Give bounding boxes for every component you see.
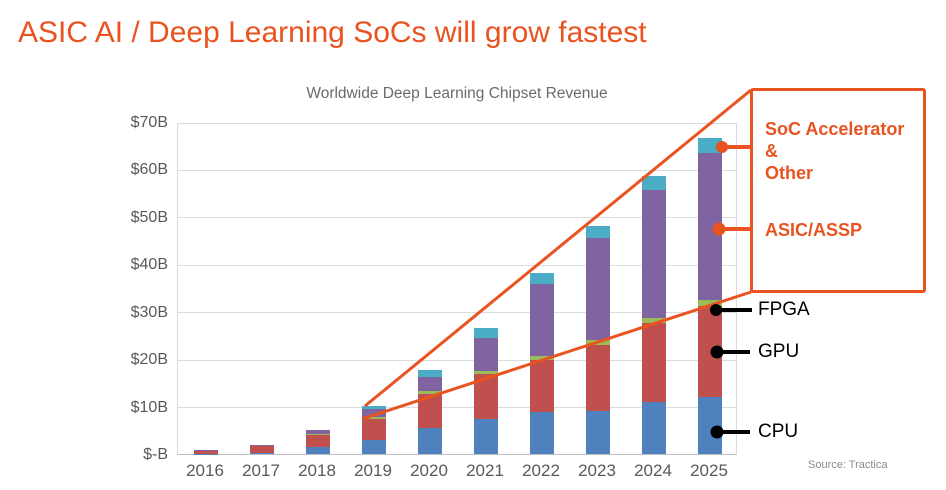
- bar-2019: [362, 405, 386, 454]
- bar-segment-soc: [698, 138, 722, 153]
- gpu-label: GPU: [758, 341, 800, 362]
- gridline: [178, 122, 736, 124]
- bar-segment-asic: [642, 190, 666, 319]
- bar-segment-cpu: [362, 439, 386, 454]
- y-axis-tick-label: $-B: [143, 446, 168, 463]
- bar-segment-asic: [362, 408, 386, 418]
- bar-segment-cpu: [698, 397, 722, 454]
- bar-segment-asic: [306, 430, 330, 435]
- x-axis-label: 2023: [578, 461, 616, 480]
- bar-segment-cpu: [306, 447, 330, 454]
- zoom-callout-box: SoC Accelerator & Other ASIC/ASSP: [750, 88, 926, 293]
- bar-segment-soc: [530, 273, 554, 285]
- bar-segment-gpu: [194, 451, 218, 454]
- bar-segment-soc: [474, 328, 498, 339]
- bar-segment-cpu: [250, 452, 274, 454]
- x-axis-label: 2016: [186, 461, 224, 480]
- y-axis-tick-label: $50B: [130, 208, 168, 226]
- bar-2024: [642, 176, 666, 454]
- bar-segment-cpu: [418, 428, 442, 454]
- bar-segment-fpga: [306, 434, 330, 436]
- bar-segment-gpu: [586, 344, 610, 411]
- bar-segment-asic: [530, 284, 554, 356]
- y-axis-tick-label: $10B: [130, 398, 168, 416]
- bar-segment-gpu: [418, 393, 442, 429]
- soc-accelerator-label: SoC Accelerator & Other: [765, 119, 905, 183]
- x-axis-label: 2021: [466, 461, 504, 480]
- bar-2017: [250, 445, 274, 454]
- bar-segment-soc: [418, 370, 442, 377]
- y-axis-tick-label: $60B: [130, 161, 168, 179]
- source-note: Source: Tractica: [808, 459, 888, 471]
- bar-segment-cpu: [642, 401, 666, 454]
- y-axis-tick-label: $40B: [130, 256, 168, 274]
- bar-segment-gpu: [698, 305, 722, 398]
- y-axis-tick-label: $20B: [130, 351, 168, 369]
- cpu-label: CPU: [758, 421, 799, 442]
- bar-2021: [474, 328, 498, 454]
- x-axis-label: 2020: [410, 461, 448, 480]
- asic-assp-label: ASIC/ASSP: [765, 220, 863, 240]
- bar-segment-soc: [586, 225, 610, 239]
- x-axis-label: 2017: [242, 461, 280, 480]
- bar-2023: [586, 225, 610, 454]
- y-axis-tick-label: $30B: [130, 303, 168, 321]
- bar-segment-gpu: [642, 323, 666, 402]
- bar-segment-asic: [474, 338, 498, 371]
- bar-segment-cpu: [530, 412, 554, 454]
- x-axis-label: 2019: [354, 461, 392, 480]
- x-axis-label: 2025: [690, 461, 728, 480]
- gridline: [178, 169, 736, 171]
- bar-2022: [530, 273, 554, 454]
- bar-segment-cpu: [474, 418, 498, 454]
- x-axis-label: 2022: [522, 461, 560, 480]
- bar-segment-cpu: [586, 410, 610, 454]
- bar-2018: [306, 429, 330, 454]
- bar-segment-gpu: [362, 418, 386, 440]
- chart-title: Worldwide Deep Learning Chipset Revenue: [306, 85, 608, 102]
- bar-2020: [418, 370, 442, 454]
- fpga-label: FPGA: [758, 299, 810, 320]
- plot-area: [177, 122, 737, 455]
- bar-2025: [698, 138, 722, 454]
- bar-segment-asic: [250, 445, 274, 446]
- bar-segment-gpu: [250, 446, 274, 453]
- bar-2016: [194, 450, 218, 454]
- y-axis-tick-label: $70B: [130, 114, 168, 131]
- x-axis-label: 2018: [298, 461, 336, 480]
- bar-segment-gpu: [530, 359, 554, 413]
- bar-segment-soc: [642, 176, 666, 191]
- bar-segment-gpu: [474, 374, 498, 419]
- x-axis-label: 2024: [634, 461, 672, 480]
- bar-segment-gpu: [306, 435, 330, 448]
- bar-segment-asic: [586, 238, 610, 341]
- bar-segment-asic: [698, 152, 722, 300]
- bar-segment-asic: [418, 376, 442, 392]
- slide-title: ASIC AI / Deep Learning SoCs will grow f…: [18, 16, 647, 49]
